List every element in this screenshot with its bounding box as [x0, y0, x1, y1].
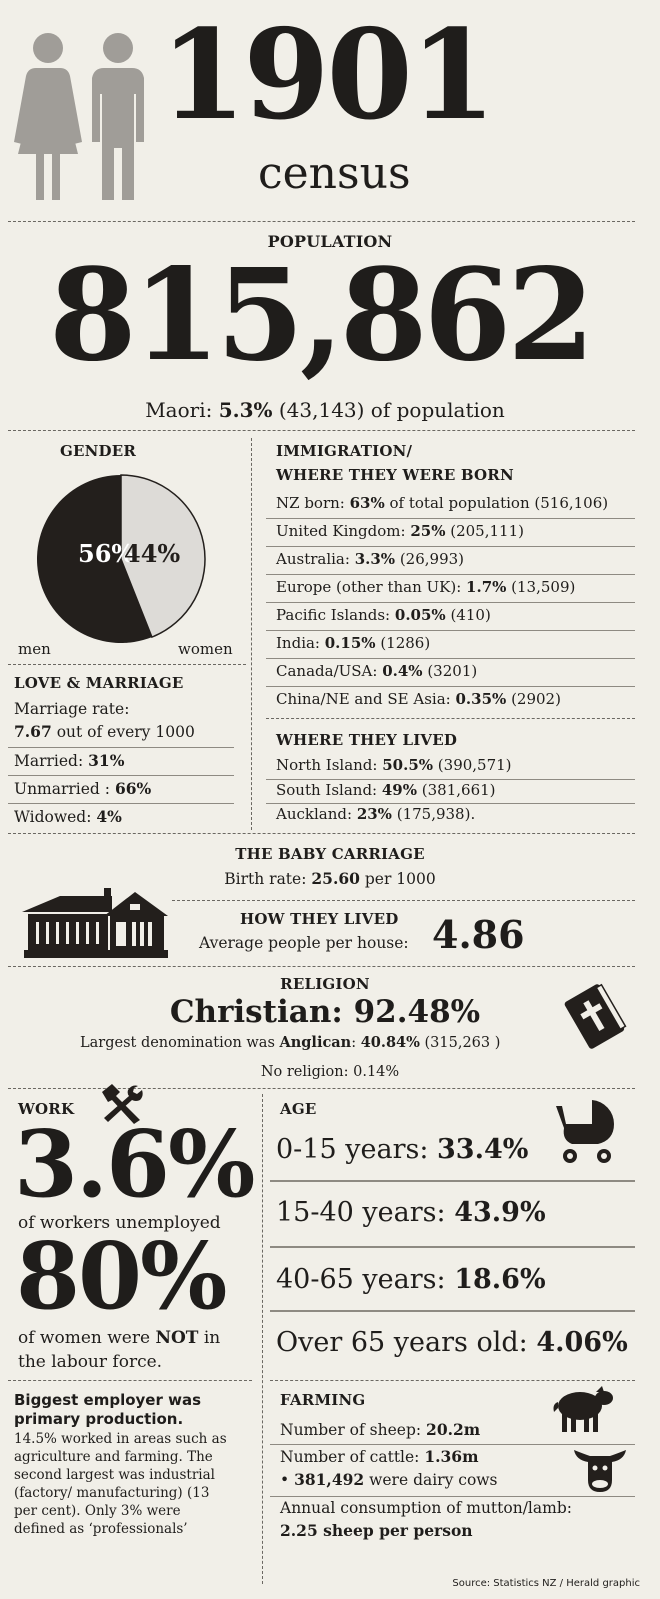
- immigration-subheading: WHERE THEY WERE BORN: [276, 466, 514, 484]
- how-lived-heading: HOW THEY LIVED: [240, 910, 399, 928]
- divider: [8, 966, 635, 967]
- gender-pie-chart: 56% 44%: [37, 474, 206, 643]
- dairy-stat: • 381,492 were dairy cows: [280, 1470, 498, 1489]
- house-value: 4.86: [432, 912, 525, 957]
- unemployed-value: 3.6%: [14, 1110, 255, 1218]
- unmarried-stat: Unmarried : 66%: [14, 779, 152, 798]
- column-divider: [251, 438, 252, 830]
- no-religion-stat: No religion: 0.14%: [260, 1064, 400, 1080]
- house-label: Average people per house:: [199, 934, 409, 952]
- born-pacific: Pacific Islands: 0.05% (410): [276, 606, 491, 624]
- born-nz: NZ born: 63% of total population (516,10…: [276, 494, 609, 512]
- census-year: 1901: [160, 3, 496, 148]
- employer-title-2: primary production.: [14, 1410, 184, 1428]
- employer-line: per cent). Only 3% were: [14, 1503, 181, 1519]
- population-heading: POPULATION: [267, 232, 393, 251]
- lived-south: South Island: 49% (381,661): [276, 781, 496, 799]
- women-pct-label: 44%: [124, 539, 180, 568]
- born-uk: United Kingdom: 25% (205,111): [276, 522, 524, 540]
- marriage-rate-value: 7.67 out of every 1000: [14, 722, 195, 741]
- denomination-stat: Largest denomination was Anglican: 40.84…: [80, 1034, 501, 1051]
- employer-line: defined as ‘professionals’: [14, 1521, 188, 1537]
- lived-north: North Island: 50.5% (390,571): [276, 756, 512, 774]
- christian-stat: Christian: 92.48%: [169, 994, 481, 1030]
- work-heading: WORK: [18, 1100, 75, 1118]
- maori-stat: Maori: 5.3% (43,143) of population: [145, 398, 505, 422]
- born-canada-usa: Canada/USA: 0.4% (3201): [276, 662, 478, 680]
- born-asia: China/NE and SE Asia: 0.35% (2902): [276, 690, 561, 708]
- religion-heading: RELIGION: [280, 975, 370, 993]
- divider: [266, 718, 635, 719]
- age-0-15: 0-15 years: 33.4%: [276, 1134, 529, 1165]
- widowed-stat: Widowed: 4%: [14, 807, 122, 826]
- lived-heading: WHERE THEY LIVED: [276, 731, 458, 749]
- cow-icon: [570, 1444, 630, 1494]
- source-credit: Source: Statistics NZ / Herald graphic: [452, 1578, 640, 1589]
- men-legend-label: men: [18, 640, 51, 658]
- pie-slice-women: [120, 474, 206, 639]
- census-subtitle: census: [258, 148, 411, 199]
- divider: [8, 664, 246, 665]
- divider: [8, 1380, 252, 1381]
- born-australia: Australia: 3.3% (26,993): [276, 550, 465, 568]
- mutton-stat-2: 2.25 sheep per person: [280, 1521, 473, 1540]
- divider: [8, 1088, 635, 1089]
- employer-line: 14.5% worked in areas such as: [14, 1431, 227, 1447]
- cattle-stat: Number of cattle: 1.36m: [280, 1447, 479, 1466]
- hammer-wrench-icon: [96, 1082, 146, 1126]
- age-40-65: 40-65 years: 18.6%: [276, 1264, 546, 1295]
- sheep-icon: [550, 1384, 616, 1434]
- unemployed-label: of workers unemployed: [18, 1213, 221, 1233]
- employer-line: agriculture and farming. The: [14, 1449, 213, 1465]
- sheep-stat: Number of sheep: 20.2m: [280, 1420, 481, 1439]
- age-over-65: Over 65 years old: 4.06%: [276, 1327, 628, 1358]
- divider: [270, 1380, 635, 1381]
- age-15-40: 15-40 years: 43.9%: [276, 1197, 546, 1228]
- married-stat: Married: 31%: [14, 751, 125, 770]
- women-not-working-label-2: the labour force.: [18, 1352, 163, 1372]
- born-europe: Europe (other than UK): 1.7% (13,509): [276, 578, 576, 596]
- farming-heading: FARMING: [280, 1391, 366, 1409]
- employer-title: Biggest employer was: [14, 1391, 202, 1409]
- women-not-working-label: of women were NOT in: [18, 1328, 221, 1348]
- man-woman-icon: [8, 30, 158, 202]
- population-value: 815,862: [49, 241, 595, 389]
- divider: [8, 430, 635, 431]
- lived-auckland: Auckland: 23% (175,938).: [276, 805, 476, 823]
- mutton-stat: Annual consumption of mutton/lamb:: [280, 1499, 572, 1517]
- pie-slice-men: [37, 475, 152, 643]
- bible-icon: [560, 978, 634, 1052]
- employer-line: (factory/ manufacturing) (13: [14, 1485, 210, 1501]
- baby-heading: THE BABY CARRIAGE: [235, 845, 425, 863]
- column-divider: [262, 1094, 263, 1584]
- divider: [8, 833, 635, 834]
- born-india: India: 0.15% (1286): [276, 634, 431, 652]
- gender-heading: GENDER: [60, 442, 137, 460]
- age-heading: AGE: [280, 1100, 317, 1118]
- women-not-working-value: 80%: [16, 1222, 227, 1330]
- men-pct-label: 56%: [78, 539, 134, 568]
- house-icon: [20, 884, 172, 960]
- immigration-heading: IMMIGRATION/: [276, 442, 413, 460]
- women-legend-label: women: [178, 640, 233, 658]
- pram-icon: [552, 1098, 616, 1164]
- marriage-rate-label: Marriage rate:: [14, 700, 130, 718]
- employer-line: second largest was industrial: [14, 1467, 215, 1483]
- divider: [8, 221, 635, 222]
- love-heading: LOVE & MARRIAGE: [14, 674, 184, 692]
- birth-rate: Birth rate: 25.60 per 1000: [224, 869, 436, 888]
